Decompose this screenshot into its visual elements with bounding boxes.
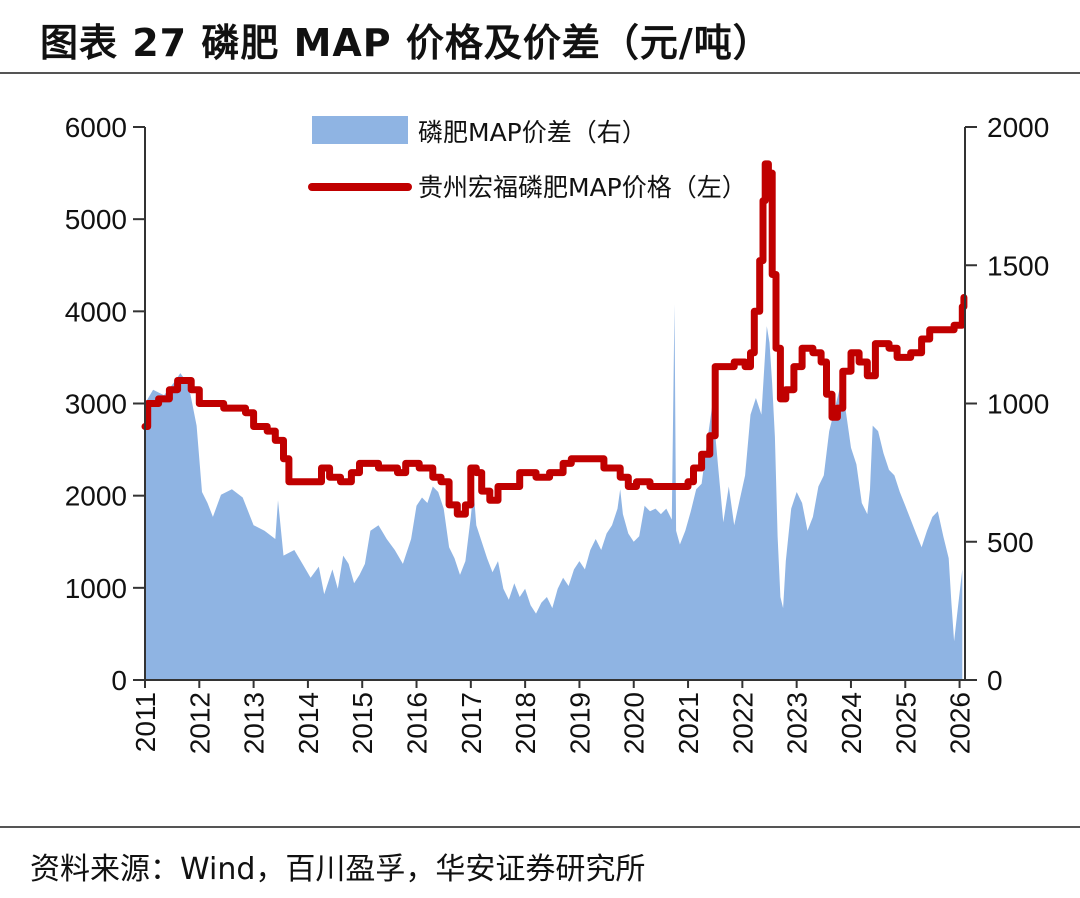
left-tick-label: 0 [111,665,127,696]
x-tick-label: 2022 [727,692,758,754]
series-area-spread [145,304,963,680]
x-tick-label: 2024 [836,692,867,754]
legend-swatch-area [312,116,408,144]
right-tick-label: 0 [987,665,1003,696]
left-tick-label: 4000 [65,296,127,327]
left-tick-label: 5000 [65,204,127,235]
x-tick-label: 2017 [456,692,487,754]
left-tick-label: 6000 [65,112,127,143]
x-tick-label: 2026 [945,692,976,754]
legend-label-line: 贵州宏福磷肥MAP价格（左） [418,173,747,202]
x-tick-label: 2014 [293,692,324,754]
left-tick-label: 2000 [65,481,127,512]
x-tick-label: 2023 [782,692,813,754]
x-tick-label: 2020 [619,692,650,754]
source-divider [0,826,1080,828]
source-note: 资料来源：Wind，百川盈孚，华安证券研究所 [30,852,646,887]
x-tick-label: 2011 [130,692,161,752]
series-line-price [141,160,968,518]
x-tick-label: 2021 [673,692,704,754]
x-tick-label: 2018 [510,692,541,754]
title-divider [0,72,1080,74]
x-tick-label: 2013 [239,692,270,754]
x-tick-label: 2025 [890,692,921,754]
right-tick-label: 1500 [987,250,1049,281]
chart: 0 1000 2000 3000 4000 5000 6000 0 500 1000 1500 200… [65,112,1050,754]
right-tick-label: 500 [987,527,1034,558]
x-tick-label: 2012 [184,692,215,754]
right-tick-label: 2000 [987,112,1049,143]
left-tick-label: 1000 [65,573,127,604]
x-tick-label: 2019 [564,692,595,754]
right-tick-label: 1000 [987,389,1049,420]
x-tick-label: 2016 [402,692,433,754]
x-tick-label: 2015 [347,692,378,754]
left-tick-label: 3000 [65,389,127,420]
legend-label-area: 磷肥MAP价差（右） [418,118,647,147]
chart-title: 图表 27 磷肥 MAP 价格及价差（元/吨） [40,21,772,65]
